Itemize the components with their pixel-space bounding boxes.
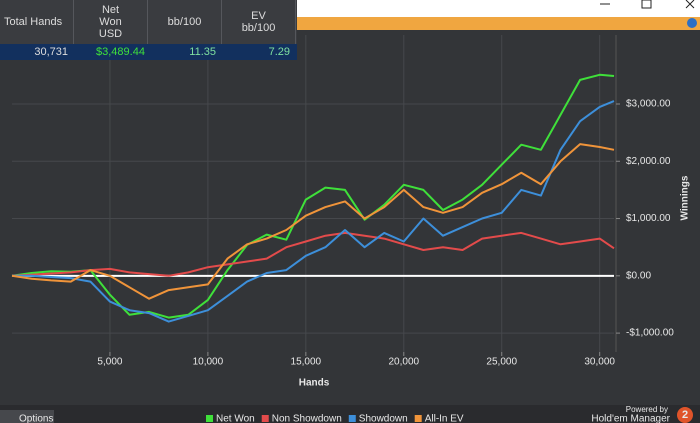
options-label[interactable]: Options (19, 414, 53, 423)
column-header[interactable]: Net Won USD (74, 0, 148, 44)
x-tick-label: 5,000 (97, 357, 122, 368)
help-icon[interactable] (687, 18, 697, 28)
bottom-bar (0, 405, 700, 423)
legend-swatch (261, 415, 269, 422)
cell: $3,489.44 (96, 46, 145, 58)
cell: 11.35 (189, 46, 216, 58)
series-line (11, 73, 615, 319)
table-header: Total Hands Net Won USD bb/100 EV bb/100 (0, 0, 297, 44)
maximize-button[interactable] (641, 0, 652, 9)
legend-swatch (414, 415, 422, 422)
title-bar (297, 0, 700, 17)
legend-swatch (348, 415, 356, 422)
column-header[interactable]: EV bb/100 (222, 0, 296, 44)
y-tick-label: $1,000.00 (626, 213, 671, 224)
powered-by: Powered by (626, 405, 668, 414)
legend-swatch (206, 415, 213, 422)
legend-label: Showdown (359, 414, 408, 423)
series-line (11, 143, 615, 300)
x-axis-label: Hands (299, 378, 330, 389)
series-line (11, 231, 615, 277)
x-tick-label: 10,000 (193, 357, 224, 368)
legend-label: All-In EV (425, 414, 464, 423)
y-tick-label: $2,000.00 (626, 156, 671, 167)
cell: 7.29 (268, 46, 290, 58)
stats-table: Total Hands Net Won USD bb/100 EV bb/100… (0, 0, 297, 60)
brand-badge (677, 407, 693, 423)
table-row: 30,731 $3,489.44 11.35 7.29 (0, 44, 297, 60)
column-header[interactable]: bb/100 (148, 0, 222, 44)
y-tick-label: $3,000.00 (626, 99, 671, 110)
options-button[interactable] (0, 410, 54, 423)
brand-badge-text: 2 (682, 409, 688, 421)
x-tick-label: 20,000 (388, 357, 419, 368)
series-line (12, 100, 615, 323)
column-header[interactable]: Total Hands (0, 0, 74, 44)
y-tick-label: -$1,000.00 (626, 328, 674, 339)
x-tick-label: 15,000 (291, 357, 322, 368)
close-button[interactable] (685, 0, 695, 9)
legend-label: Non Showdown (272, 414, 342, 423)
x-tick-label: 30,000 (584, 357, 615, 368)
legend-label: Net Won (216, 414, 255, 423)
y-axis-label: Winnings (680, 175, 691, 220)
y-tick-label: $0.00 (626, 270, 651, 281)
cell: 30,731 (34, 46, 68, 58)
brand: Hold'em Manager (591, 414, 670, 423)
plot-background (0, 30, 700, 405)
toolbar-strip (297, 17, 700, 30)
x-tick-label: 25,000 (486, 357, 517, 368)
